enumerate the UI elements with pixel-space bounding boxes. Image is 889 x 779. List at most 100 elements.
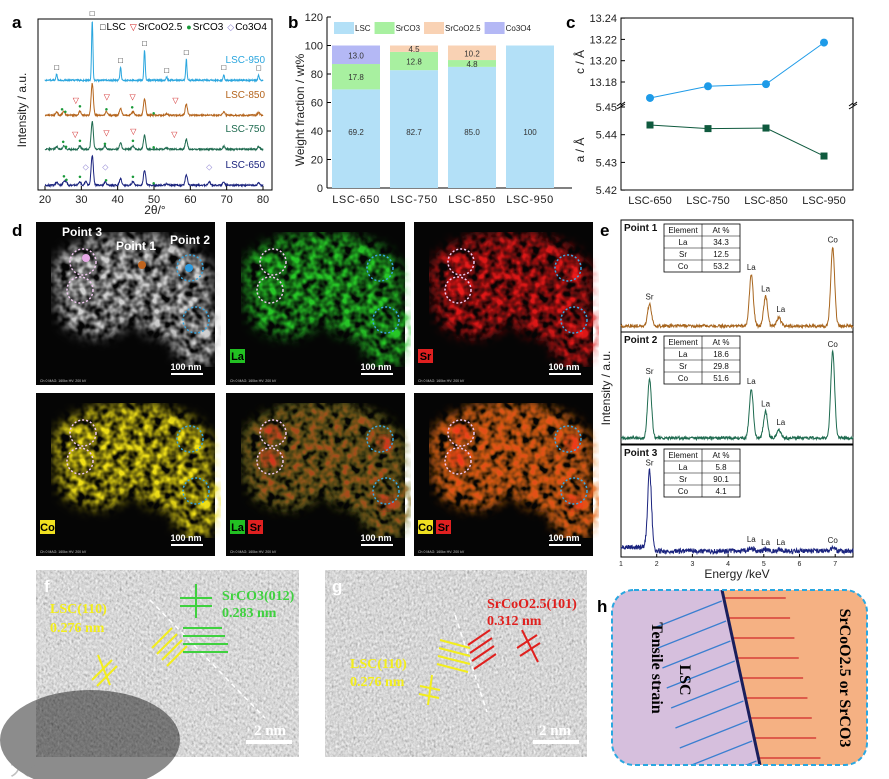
xrd-marker-srcoo25: ▽ [130,127,137,136]
bar-value-label: 13.0 [348,51,364,60]
point2-region-circle [560,477,588,505]
panel-a: a LSC-950□□□□□□□ □LSC-850● ●● ● ●●▽ ▽ ▽ ▽LSC-75… [12,9,273,217]
xrd-legend-label: Co3O4 [235,22,267,33]
xrd-plot-frame [37,18,273,191]
xrd-marker-lsc: □ [118,56,123,65]
xrd-marker-srco3: ● [64,145,68,151]
a-ytick-label: 5.45 [596,102,617,114]
lattice-point-c [820,38,828,47]
f-srco3-spacing: 0.283 nm [222,606,277,621]
xrd-marker-srcoo25: ▽ [129,92,136,101]
xrd-marker-srco3: ● [105,107,109,113]
bar-legend-label: SrCoO2.5 [445,24,481,33]
bar-legend-label: SrCO3 [396,24,421,33]
g-lsc-spacing: 0.276 nm [350,675,405,690]
sr-hotspot [452,422,470,440]
xrd-series-label: LSC-650 [226,160,266,171]
lsc-fringe-marks [91,627,188,687]
eds-xtick-label: 2 [655,561,659,568]
eds-peak-label: La [761,538,770,547]
axis-break-mark [848,101,858,110]
xrd-marker-srco3: ● [61,139,65,145]
sr-hotspot [563,434,581,452]
xrd-legend-symbol: ● [186,22,191,32]
table-value-cell: 53.2 [713,262,729,271]
lsc-strained-lattice-line [679,720,749,749]
map-footer: Ch 0 MAG: 160kx HV: 200 kV [418,550,465,554]
point3-region-circle [259,419,287,447]
table-value-cell: 5.8 [715,463,727,472]
xrd-marker-lsc: □ [142,39,147,48]
eds-peak-label: La [776,418,785,427]
point2-region-circle [182,477,210,505]
watermark: 大数跨境 [10,757,90,779]
bar-ylabel: Weight fraction / wt% [293,53,307,166]
eds-spectrum-point2 [620,349,854,442]
xrd-marker-srco3: ● [65,177,69,183]
f-lsc-spacing: 0.276 nm [50,621,105,636]
bar-value-label: 69.2 [348,128,364,137]
table-value-cell: 4.1 [715,487,727,496]
element-label-la: La [231,351,245,363]
bar-ytick-label: 60 [311,98,323,110]
eds-ylabel: Intensity / a.u. [599,351,613,426]
scale-bar-label: 100 nm [360,533,391,543]
haadf-image: 100 nm Ch 0 MAG: 160kx HV: 200 kV Point 3 P… [36,222,221,385]
point3-region-circle [69,419,97,447]
srco3-fringe-marks [180,584,228,653]
point2-region-circle [176,254,204,282]
lattice-point-c [646,93,654,102]
sr-hotspot [261,450,279,468]
eds-map-la: 100 nm Ch 0 MAG: 160kx HV: 200 kV La [226,222,411,385]
xrd-marker-lsc: □ [184,48,189,57]
bar-segment-lsc [332,89,380,188]
xrd-series-label: LSC-850 [226,90,266,101]
bar-ytick-label: 0 [317,183,323,195]
scale-bar-label: 100 nm [360,362,391,372]
xrd-marker-srco3: ● [152,181,156,187]
sr-hotspot [375,434,393,452]
bar-category-label: LSC-750 [390,194,438,206]
xrd-marker-srco3: ● [131,174,135,180]
panel-g: g SrCoO2.5(101) 0.312 nm LSC(110) 0.276 … [325,570,587,757]
xrd-xtick-label: 50 [148,194,160,206]
map-footer: Ch 0 MAG: 160kx HV: 200 kV [230,379,277,383]
xrd-marker-co3o4: ◇ [83,162,90,171]
point2-region-circle [554,425,582,453]
point2-marker [185,264,193,272]
interface-schematic [612,590,867,765]
lattice-point-a [646,121,654,129]
sr-hotspot [449,279,467,297]
xrd-legend-label: SrCoO2.5 [138,22,183,33]
point2-region-circle [176,425,204,453]
eds-xtick-label: 3 [690,561,694,568]
table-value-cell: 18.6 [713,350,729,359]
lsc-strained-lattice-line [653,600,722,629]
panel-h: h LSC Tensile strain SrCoO2.5 or SrCO3 [597,589,868,766]
point3-region-circle [447,419,475,447]
element-label-box [230,349,245,363]
bar-segment-srcoo25 [390,45,438,52]
xrd-marker-srco3: ● [62,174,66,180]
interface-line [720,590,762,765]
xrd-marker-srcoo25: ▽ [72,130,79,139]
c-ytick-label: 13.18 [589,77,617,89]
table-element-cell: Sr [679,250,687,259]
bar-legend-swatch [484,22,505,34]
scale-bar-label: 100 nm [170,362,201,372]
point3-region-circle [444,276,472,304]
table-element-cell: Sr [679,362,687,371]
xrd-ylabel: Intensity / a.u. [15,73,29,148]
f-scale-bar [246,740,292,744]
xrd-marker-srco3: ● [78,104,82,110]
panel-label-d: d [12,221,22,240]
xrd-xlabel: 2θ/° [144,203,166,217]
eds-peak-label: Co [828,340,839,349]
eds-xtick-label: 1 [619,561,623,568]
eds-peak-label: La [747,263,756,272]
eds-xtick-label: 5 [762,561,766,568]
eds-peak-label: Sr [646,459,654,468]
h-strain-label: Tensile strain [648,622,665,714]
eds-spectrum-point1 [620,246,854,330]
eds-peak-label: La [776,305,785,314]
